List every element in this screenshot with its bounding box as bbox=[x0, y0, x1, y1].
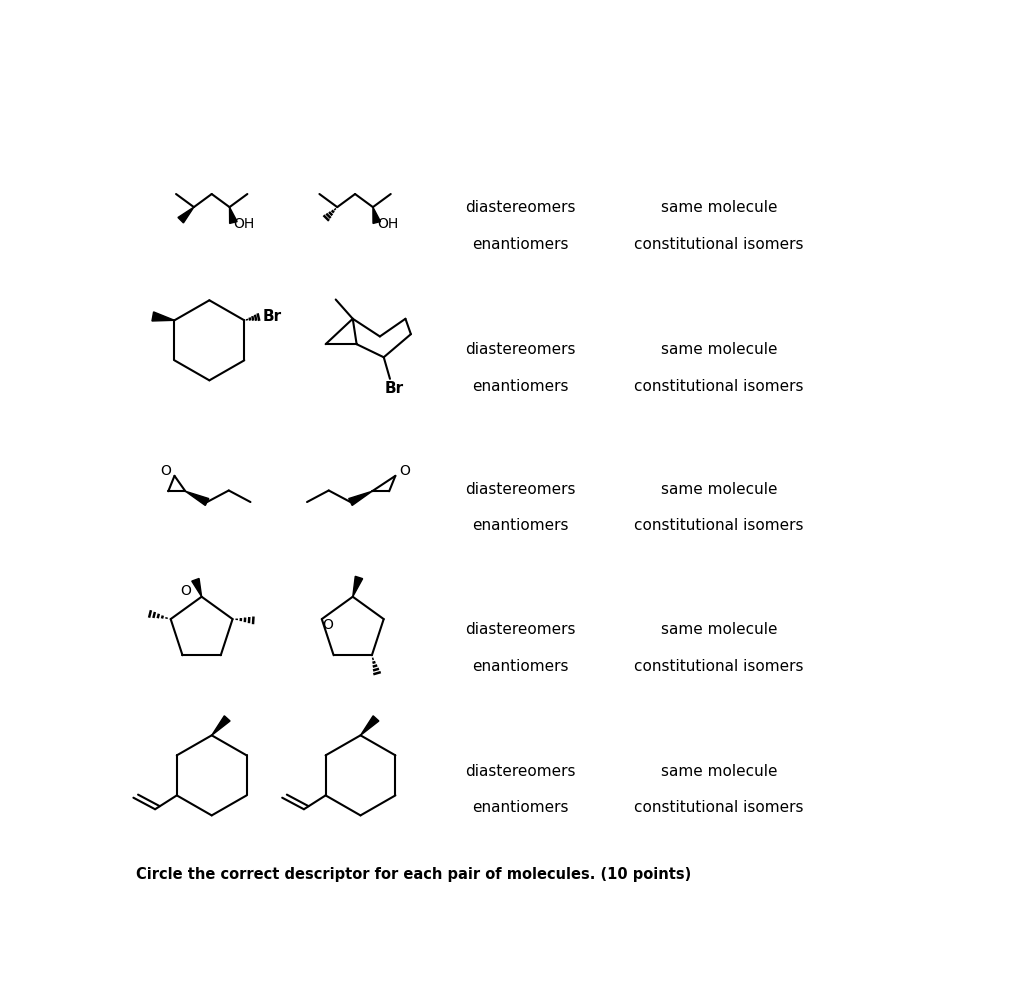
Text: O: O bbox=[160, 464, 171, 478]
Text: same molecule: same molecule bbox=[660, 481, 777, 497]
Text: enantiomers: enantiomers bbox=[473, 518, 569, 534]
Text: enantiomers: enantiomers bbox=[473, 659, 569, 674]
Text: Br: Br bbox=[384, 380, 403, 395]
Text: Br: Br bbox=[262, 309, 282, 324]
Polygon shape bbox=[178, 207, 194, 223]
Text: constitutional isomers: constitutional isomers bbox=[635, 378, 804, 394]
Polygon shape bbox=[212, 715, 230, 735]
Text: constitutional isomers: constitutional isomers bbox=[635, 800, 804, 815]
Text: enantiomers: enantiomers bbox=[473, 378, 569, 394]
Text: enantiomers: enantiomers bbox=[473, 236, 569, 252]
Text: constitutional isomers: constitutional isomers bbox=[635, 518, 804, 534]
Text: OH: OH bbox=[377, 217, 398, 231]
Text: enantiomers: enantiomers bbox=[473, 800, 569, 815]
Text: O: O bbox=[399, 464, 411, 478]
Polygon shape bbox=[352, 576, 362, 597]
Text: same molecule: same molecule bbox=[660, 764, 777, 779]
Text: Circle the correct descriptor for each pair of molecules. (10 points): Circle the correct descriptor for each p… bbox=[136, 867, 691, 882]
Text: diastereomers: diastereomers bbox=[466, 481, 577, 497]
Text: O: O bbox=[180, 584, 191, 598]
Polygon shape bbox=[191, 579, 202, 597]
Text: O: O bbox=[323, 618, 334, 632]
Text: diastereomers: diastereomers bbox=[466, 764, 577, 779]
Polygon shape bbox=[349, 491, 372, 506]
Polygon shape bbox=[229, 207, 238, 223]
Polygon shape bbox=[373, 207, 381, 223]
Text: same molecule: same molecule bbox=[660, 622, 777, 637]
Text: same molecule: same molecule bbox=[660, 200, 777, 215]
Polygon shape bbox=[360, 715, 379, 735]
Polygon shape bbox=[185, 491, 209, 506]
Text: diastereomers: diastereomers bbox=[466, 622, 577, 637]
Polygon shape bbox=[152, 312, 174, 321]
Text: OH: OH bbox=[233, 217, 255, 231]
Text: constitutional isomers: constitutional isomers bbox=[635, 659, 804, 674]
Text: diastereomers: diastereomers bbox=[466, 200, 577, 215]
Text: diastereomers: diastereomers bbox=[466, 342, 577, 358]
Text: constitutional isomers: constitutional isomers bbox=[635, 236, 804, 252]
Text: same molecule: same molecule bbox=[660, 342, 777, 358]
